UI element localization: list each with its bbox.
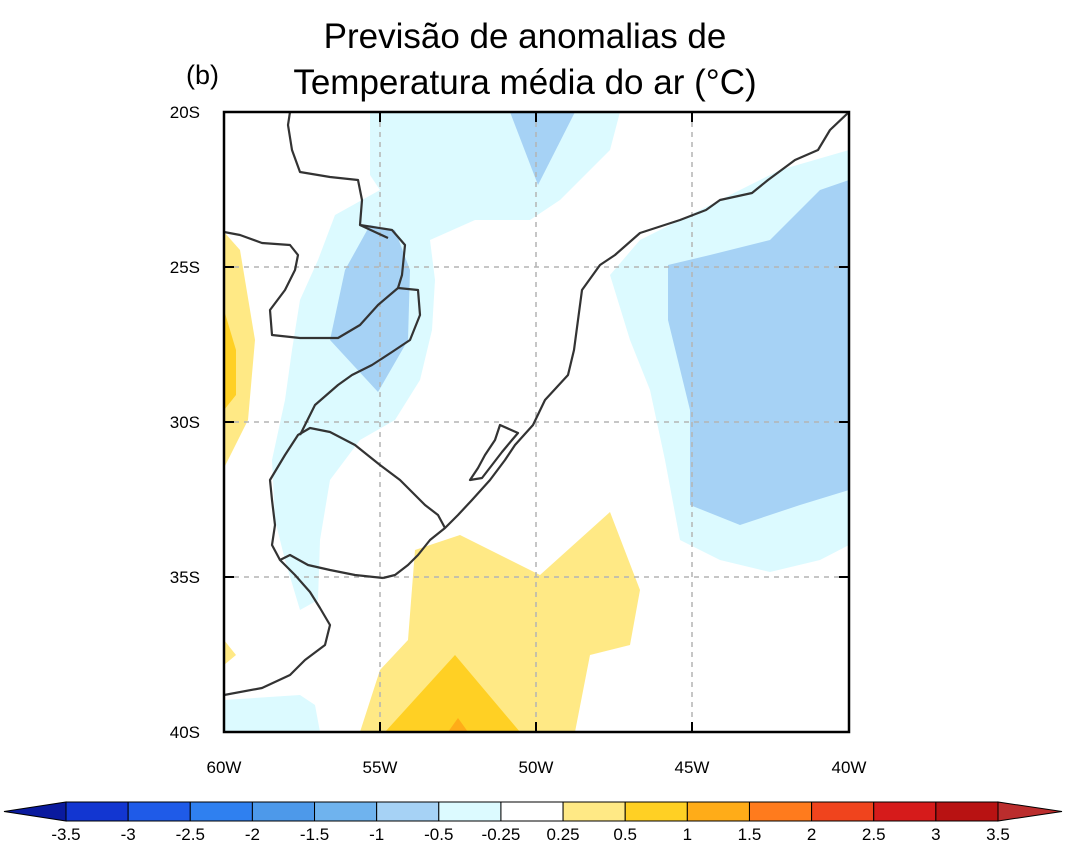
lon-label: 60W	[207, 758, 242, 777]
border-paraguay	[286, 112, 407, 289]
colorbar-label: 0.5	[613, 825, 637, 842]
coastlines	[224, 112, 849, 697]
lat-label: 35S	[170, 568, 200, 587]
lon-label: 45W	[675, 758, 710, 777]
anomaly-light-blue-north	[272, 112, 620, 610]
colorbar-label: -1.5	[300, 825, 329, 842]
anomaly-yellow-south	[360, 512, 640, 732]
colorbar-segment	[873, 801, 937, 822]
colorbar-label: 0.25	[547, 825, 580, 842]
lon-labels: 60W 55W 50W 45W 40W	[207, 758, 867, 777]
lon-label: 50W	[519, 758, 554, 777]
colorbar-segment	[935, 801, 999, 822]
colorbar-label: -2.5	[176, 825, 205, 842]
border-parana-river	[359, 224, 389, 239]
anomaly-blue-paraguay	[330, 225, 410, 392]
anomaly-blue-north	[510, 112, 575, 185]
lat-label: 20S	[170, 103, 200, 122]
map-title: Previsão de anomalias de Temperatura méd…	[250, 14, 800, 106]
colorbar-segment	[65, 801, 129, 822]
colorbar-label: -1	[369, 825, 384, 842]
colorbar-segment	[376, 801, 440, 822]
colorbar-label: 2.5	[862, 825, 886, 842]
colorbar-arrow-max	[997, 801, 1063, 822]
colorbar-label: -0.5	[424, 825, 453, 842]
anomaly-deep-orange-south	[448, 718, 468, 732]
lagoa-dos-patos	[468, 423, 520, 482]
colorbar-arrow-min	[3, 801, 67, 822]
colorbar-segment	[624, 801, 688, 822]
title-line-1: Previsão de anomalias de	[323, 17, 727, 56]
colorbar-segment	[189, 801, 253, 822]
lat-label: 25S	[170, 258, 200, 277]
anomaly-orange-west	[224, 310, 236, 410]
lat-label: 30S	[170, 413, 200, 432]
colorbar-label: -3	[121, 825, 136, 842]
brazil-coastline	[382, 112, 849, 580]
anomaly-orange-south	[385, 655, 520, 732]
colorbar-segment	[686, 801, 750, 822]
colorbar: -3.5 -3 -2.5 -2 -1.5 -1 -0.5 -0.25 0.25 0.5 1 1.5 2 2…	[3, 801, 1063, 842]
colorbar-label: 3	[931, 825, 940, 842]
lat-label: 40S	[170, 723, 200, 742]
colorbar-segment	[811, 801, 875, 822]
anomaly-light-blue-south	[224, 695, 320, 732]
lon-label: 55W	[363, 758, 398, 777]
anomaly-yellow-small	[224, 640, 236, 665]
colorbar-label: -2	[245, 825, 260, 842]
panel-label: (b)	[186, 60, 219, 90]
colorbar-label: 2	[807, 825, 816, 842]
colorbar-label: -0.25	[482, 825, 521, 842]
tick-marks	[223, 111, 850, 733]
anomaly-yellow-west	[224, 232, 255, 468]
title-line-2: Temperatura média do ar (°C)	[293, 63, 757, 102]
border-upper-parana	[224, 230, 422, 436]
colorbar-segment	[127, 801, 191, 822]
colorbar-label: 1.5	[738, 825, 762, 842]
colorbar-segment	[314, 801, 378, 822]
colorbar-segment	[438, 801, 502, 822]
argentina-coastline	[224, 553, 384, 697]
colorbar-label: 1	[683, 825, 692, 842]
lat-labels: 20S 25S 30S 35S 40S	[170, 103, 200, 742]
colorbar-label: 3.5	[986, 825, 1010, 842]
colorbar-segment	[500, 801, 564, 822]
colorbar-segment	[251, 801, 316, 822]
anomaly-blue-ocean	[668, 180, 849, 525]
lon-label: 40W	[832, 758, 867, 777]
colorbar-segment	[562, 801, 626, 822]
border-uruguay	[268, 426, 446, 561]
colorbar-segment	[748, 801, 813, 822]
colorbar-label: -3.5	[51, 825, 80, 842]
